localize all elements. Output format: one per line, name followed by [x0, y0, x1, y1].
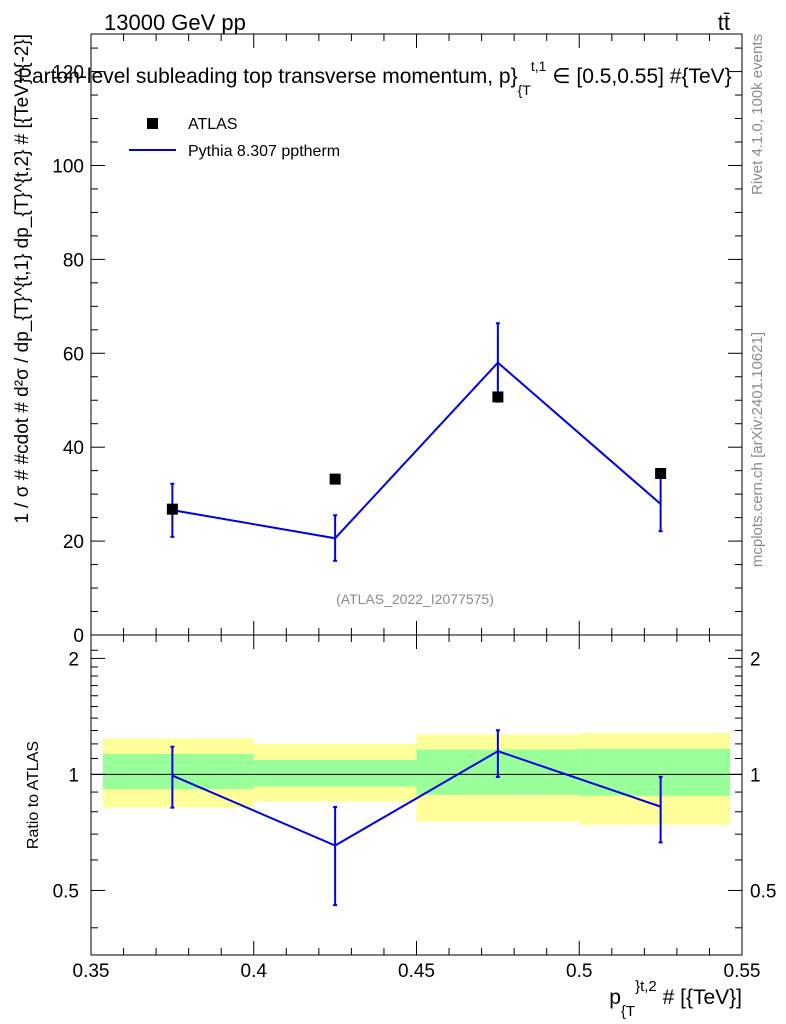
main-ytick-label: 120 [52, 63, 84, 84]
band-inner [103, 753, 254, 790]
ratio-ytick-label: 2 [68, 649, 79, 670]
band-inner [253, 759, 417, 787]
atlas-point [329, 473, 341, 485]
main-y-axis-label: 1 / σ # #cdot # d²σ / dp_{T}^{t,1} dp_{T… [12, 34, 33, 524]
x-tick-label: 0.5 [566, 961, 592, 982]
ratio-ytick-label-right: 2 [750, 649, 761, 670]
ratio-y-axis-label: Ratio to ATLAS [25, 741, 42, 849]
analysis-id: (ATLAS_2022_I2077575) [336, 591, 494, 607]
x-tick-labels: 0.35 0.4 0.45 0.5 0.55 [73, 961, 761, 982]
plot-title-sup: t,1 [531, 58, 547, 74]
mcplots-label: mcplots.cern.ch [arXiv:2401.10621] [749, 332, 766, 567]
main-ytick-label: 60 [63, 344, 84, 365]
ratio-ytick-label: 1 [68, 765, 79, 786]
main-ytick-label: 80 [63, 250, 84, 271]
x-axis-label: p{T}t,2 # [{TeV}] [609, 978, 742, 1020]
ratio-ytick-label-right: 1 [750, 765, 761, 786]
ratio-ytick-label-right: 0.5 [750, 881, 776, 902]
legend-atlas-label: ATLAS [188, 116, 238, 133]
ratio-series-layer [170, 729, 663, 907]
ratio-ytick-label: 0.5 [53, 881, 79, 902]
ratio-frame [90, 634, 743, 956]
main-ytick-label: 100 [52, 156, 84, 177]
main-ytick-label: 20 [63, 532, 84, 553]
legend: ATLAS Pythia 8.307 pptherm [129, 116, 340, 160]
rivet-label: Rivet 4.1.0, 100k events [749, 34, 766, 195]
energy-label: 13000 GeV pp [104, 10, 246, 35]
plot-title-tail: ∈ [0.5,0.55] #{TeV} [546, 65, 731, 88]
main-axis-ticks: 0 20 40 60 80 100 120 [52, 34, 743, 647]
process-label: tt̄ [718, 10, 730, 35]
ratio-uncertainty-bands [91, 733, 742, 825]
atlas-point [492, 391, 504, 403]
atlas-point [166, 503, 178, 515]
plot-title-sub: {T [518, 82, 532, 98]
atlas-point [655, 467, 667, 479]
band-inner [579, 748, 730, 796]
legend-mc-label: Pythia 8.307 pptherm [188, 143, 340, 160]
plot-title: Parton-level subleading top transverse m… [18, 58, 732, 98]
main-ytick-label: 0 [73, 626, 84, 647]
main-series-layer [166, 322, 667, 562]
ratio-mc-line [171, 750, 661, 847]
x-tick-label: 0.45 [398, 961, 435, 982]
x-tick-label: 0.35 [73, 961, 110, 982]
plot-title-main: Parton-level subleading top transverse m… [18, 65, 518, 88]
x-tick-label: 0.55 [724, 961, 761, 982]
x-tick-label: 0.4 [241, 961, 268, 982]
main-ytick-label: 40 [63, 438, 84, 459]
legend-atlas-marker [147, 118, 158, 129]
mc-line [172, 361, 662, 540]
